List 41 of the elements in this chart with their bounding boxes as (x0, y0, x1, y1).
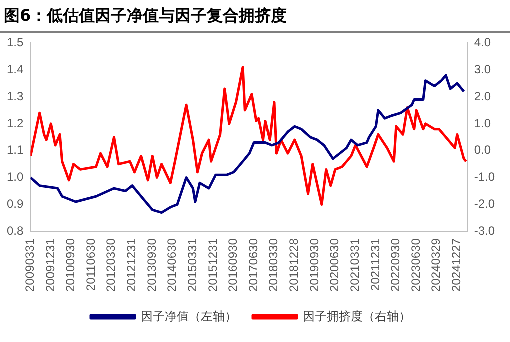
x-tick-label: 20230630 (408, 238, 423, 292)
x-tick-label: 20180330 (266, 238, 281, 292)
y-tick-label: 1.3 (6, 89, 24, 104)
y-tick-label: 1.0 (6, 170, 24, 184)
legend-label: 因子拥挤度（右轴） (303, 309, 411, 324)
y2-tick-label: -2.0 (474, 197, 496, 212)
x-tick-label: 20190930 (307, 238, 322, 292)
x-tick-label: 20140630 (165, 238, 180, 292)
y-tick-label: 0.9 (6, 197, 24, 212)
y-tick-label: 1.1 (6, 143, 24, 158)
x-tick-label: 20181228 (286, 238, 301, 292)
x-tick-label: 20240329 (429, 238, 444, 292)
y2-tick-label: -1.0 (474, 170, 496, 184)
x-tick-label: 20241227 (449, 238, 464, 292)
y-tick-label: 1.5 (6, 36, 24, 50)
x-tick-label: 20130930 (144, 238, 159, 292)
y2-tick-label: -3.0 (474, 224, 496, 238)
x-tick-label: 20090331 (22, 238, 37, 292)
x-tick-label: 20121231 (124, 238, 139, 292)
y-tick-label: 0.8 (6, 224, 24, 238)
x-tick-label: 20220930 (388, 238, 403, 292)
x-tick-label: 20160930 (226, 238, 240, 292)
x-tick-label: 20211231 (368, 238, 382, 292)
x-tick-label: 20200630 (328, 238, 342, 292)
y-tick-label: 1.4 (6, 62, 24, 76)
x-tick-label: 20110630 (84, 238, 98, 292)
y-tick-label: 1.2 (6, 116, 24, 130)
chart-title: 图6：低估值因子净值与因子复合拥挤度 (0, 0, 510, 33)
x-tick-label: 20151231 (206, 238, 220, 292)
y2-tick-label: 0.0 (474, 143, 492, 158)
x-tick-label: 20091231 (43, 238, 58, 292)
x-tick-label: 20120330 (104, 238, 118, 292)
legend-label: 因子净值（左轴） (141, 309, 237, 324)
y2-tick-label: 3.0 (474, 62, 492, 76)
y2-tick-label: 2.0 (474, 89, 492, 104)
x-tick-label: 20150331 (185, 238, 200, 292)
y2-tick-label: 1.0 (474, 116, 492, 130)
x-tick-label: 20210331 (348, 238, 362, 292)
x-tick-label: 20170630 (246, 238, 260, 292)
y2-tick-label: 4.0 (474, 36, 492, 50)
x-tick-label: 20100930 (64, 238, 78, 292)
